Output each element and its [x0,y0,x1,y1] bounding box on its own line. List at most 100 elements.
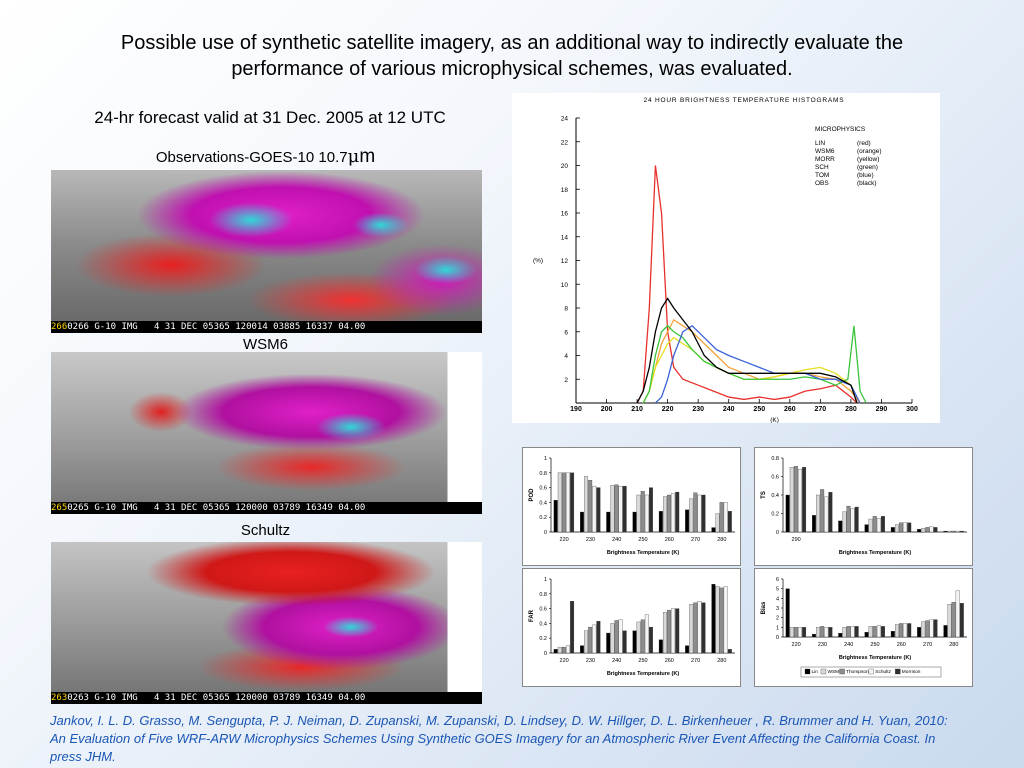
bar-lin [553,500,558,533]
bar-y-label: TS [761,491,767,499]
bar-x-tick-label: 270 [691,658,700,664]
bar-thompson [640,619,645,654]
bar-y-tick-label: 2 [776,616,779,622]
bar-x-tick-label: 260 [897,642,906,648]
bar-thompson [951,530,956,533]
bar-thompson [793,466,798,533]
bar-wsm6 [689,604,694,654]
bar-y-tick-label: 1 [776,625,779,631]
bar-x-label: Brightness Temperature (K) [839,655,911,661]
bar-wsm6 [715,513,720,533]
histogram-title: 24 HOUR BRIGHTNESS TEMPERATURE HISTOGRAM… [644,97,845,104]
bar-thompson [925,620,930,638]
histogram-y-tick-label: 6 [564,329,568,336]
histogram-x-tick-label: 260 [784,406,796,413]
bar-schultz [723,502,728,533]
bar-lin [632,511,637,533]
sat-schultz-info-text: 0263 G-10 IMG 4 31 DEC 05365 120000 0378… [67,693,366,703]
histogram-x-tick-label: 190 [570,406,582,413]
histogram-x-tick-label: 290 [876,406,888,413]
histogram-series-wsm6 [642,318,861,404]
bar-y-tick-label: 0.4 [539,621,547,627]
bar-y-tick-label: 0.6 [539,486,547,492]
bar-schultz [618,485,623,533]
ts-bar-chart: 0 0.2 0.4 0.6 0.8 TS 290 Brightness Temperature… [754,447,973,566]
bar-lin [580,511,584,533]
histogram-y-tick-label: 4 [564,353,568,360]
bar-lin [890,631,895,638]
bar-x-tick-label: 240 [612,537,621,543]
bar-x-tick-label: 220 [792,642,801,648]
bar-lin [606,511,611,533]
bar-schultz [824,496,829,533]
sat-image-schultz-picture [51,542,482,692]
bar-schultz [850,508,855,533]
bar-schultz [592,485,597,533]
bar-x-tick-label: 230 [586,537,595,543]
bar-lin [785,494,790,533]
obs-caption-unit: m [359,146,376,167]
bar-y-tick-label: 5 [776,587,779,593]
histogram-series-lin [636,165,858,404]
bar-wsm6 [715,586,720,654]
bar-y-tick-label: 0.8 [539,471,547,477]
bar-y-tick-label: 3 [776,606,779,612]
sat-obs-frame-number: 266 [51,322,68,332]
bar-morrison [907,522,912,533]
bar-y-tick-label: 0 [544,651,547,657]
bar-lin [606,632,611,654]
bar-thompson [846,626,851,638]
bar-morrison [596,621,601,654]
bar-x-tick-label: 220 [560,537,569,543]
bar-x-tick-label: 250 [870,642,879,648]
far-bar-chart: 0 0.2 0.4 0.6 0.8 1 FAR 220 230 240 250 260 270 280 Br… [522,568,741,687]
bar-y-tick-label: 0.2 [539,636,547,642]
bar-morrison [802,467,807,533]
histogram-legend-name: MORR [815,156,835,163]
histogram-y-tick-label: 14 [561,234,569,241]
bar-y-tick-label: 1 [544,577,547,583]
bar-legend-swatch [820,668,827,675]
bar-lin [943,530,948,533]
bar-lin [785,588,790,638]
histogram-x-tick-label: 240 [723,406,735,413]
ts-bar-svg: 0 0.2 0.4 0.6 0.8 TS 290 Brightness Temperature… [761,456,967,556]
bar-x-tick-label: 230 [586,658,595,664]
bar-lin [812,515,816,533]
bar-x-tick-label: 280 [717,658,726,664]
bar-thompson [667,494,671,533]
bar-legend-label: Lin [812,669,819,675]
citation: Jankov, I. L. D. Grasso, M. Sengupta, P.… [50,713,948,764]
bar-schultz [876,625,881,638]
bar-y-tick-label: 6 [776,577,779,583]
bias-bar-svg: 0 1 2 3 4 5 6 Bias 220 230 240 250 260 270 280 Brightne… [761,577,967,678]
bar-y-label: POD [529,488,535,502]
bar-wsm6 [894,624,899,638]
sat-wsm6-info-text: 0265 G-10 IMG 4 31 DEC 05365 120000 0378… [67,503,366,513]
bar-wsm6 [557,646,562,654]
bar-morrison [622,630,627,654]
obs-caption-mu: μ [347,146,360,167]
bar-lin [685,509,690,533]
bar-thompson [561,646,566,654]
wsm6-caption: WSM6 [243,336,288,353]
histogram-y-tick-label: 20 [561,163,569,170]
obs-caption-text: Observations-GOES-10 10.7 [155,149,348,166]
bar-thompson [872,516,877,533]
bar-y-tick-label: 0.6 [539,607,547,613]
bar-schultz [929,526,934,533]
bar-morrison [933,619,938,638]
bar-y-label: Bias [761,601,767,614]
bar-lin [838,520,843,533]
sat-obs-info-text: 0266 G-10 IMG 4 31 DEC 05365 120014 0388… [67,322,366,332]
bar-schultz [697,601,702,654]
bar-legend-label: Morrison [902,669,921,675]
bar-wsm6 [662,612,667,654]
bar-legend-label: Schultz [875,669,891,675]
histogram-series-sch [642,324,867,404]
bar-y-tick-label: 0 [776,530,779,536]
bar-morrison [727,511,732,533]
bar-thompson [925,527,930,533]
histogram-legend-color: (orange) [857,148,882,155]
bar-schultz [824,627,829,638]
